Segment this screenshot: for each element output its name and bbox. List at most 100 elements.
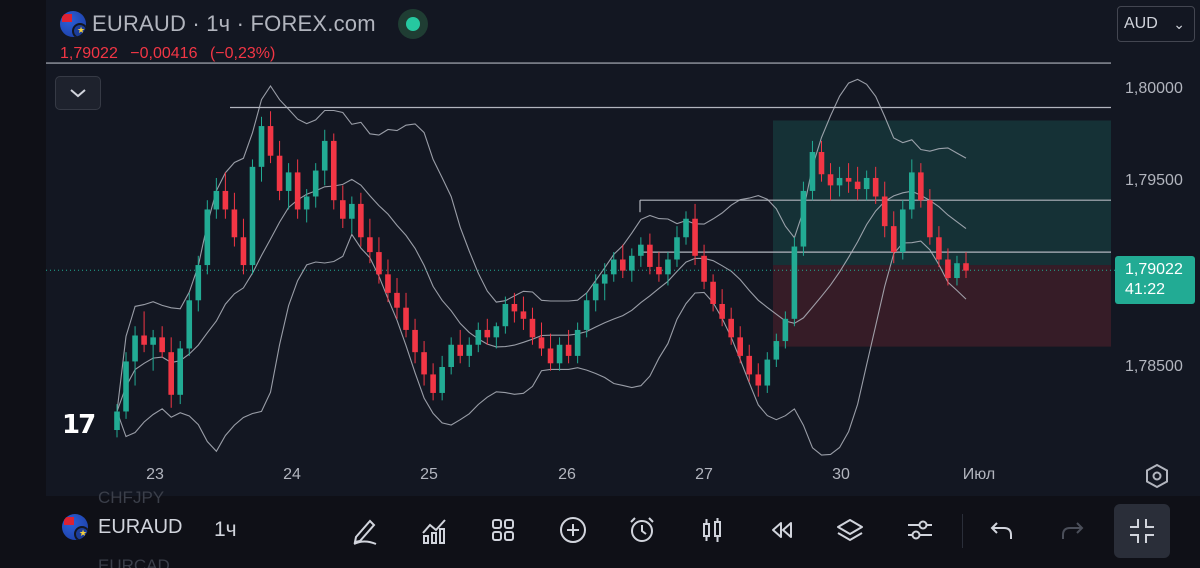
chart-type-button[interactable] [694, 512, 730, 548]
exit-fullscreen-button[interactable] [1114, 504, 1170, 558]
candle-body [132, 335, 138, 362]
candle-body [574, 329, 581, 356]
candle-body [629, 255, 635, 271]
candle-body [854, 181, 861, 190]
currency-select[interactable]: AUD ⌄ [1117, 6, 1195, 42]
take-profit-zone [773, 120, 1111, 266]
interval-button[interactable]: 1ч [214, 518, 237, 541]
candle-body [764, 359, 771, 386]
last-price-badge: 1,79022 41:22 [1115, 256, 1195, 304]
candle-body [710, 281, 716, 304]
candle-body [899, 209, 906, 253]
price-tick: 1,79500 [1125, 172, 1183, 189]
alert-button[interactable] [624, 512, 660, 548]
candle-body [502, 303, 509, 327]
candle-body [954, 263, 960, 279]
candle-body [249, 166, 256, 266]
pencil-icon [353, 519, 377, 545]
position-tool[interactable] [773, 120, 1111, 347]
redo-button[interactable] [1054, 512, 1090, 548]
symbol-title[interactable]: EURAUD · 1ч · FOREX.com [92, 11, 376, 36]
tradingview-logo[interactable]: 17 [62, 410, 96, 440]
undo-button[interactable] [984, 512, 1020, 548]
price-change-line: 1,79022 −0,00416 (−0,23%) [60, 45, 283, 63]
chart-canvas[interactable] [0, 0, 1200, 496]
candle-body [367, 237, 373, 253]
layouts-button[interactable] [485, 512, 521, 548]
candle-body [159, 337, 165, 353]
ghost-symbol-above: CHFJPY [98, 488, 165, 507]
candle-body [385, 274, 391, 293]
chevron-down-icon: ⌄ [1173, 16, 1185, 32]
settings-sliders-icon [908, 520, 932, 540]
logo-text: 17 [62, 410, 96, 440]
candle-body [583, 300, 590, 330]
price-tick: 1,80000 [1125, 80, 1183, 97]
candle-body [863, 177, 870, 190]
candle-body [150, 337, 156, 345]
market-open-icon[interactable] [397, 9, 428, 39]
replay-button[interactable] [763, 512, 799, 548]
candle-body [918, 172, 924, 201]
candle-body [177, 348, 184, 395]
add-button[interactable] [555, 512, 591, 548]
candle-body [222, 190, 229, 210]
candle-body [701, 255, 707, 282]
settings-button[interactable] [902, 512, 938, 548]
ghost-symbol-below: EURCAD [98, 556, 170, 568]
layers-button[interactable] [832, 512, 868, 548]
candle-body [638, 244, 644, 256]
candle-body [592, 283, 599, 301]
symbol-search-button[interactable]: EURAUD [62, 514, 182, 540]
chart-header[interactable]: EURAUD · 1ч · FOREX.com [60, 9, 428, 39]
time-tick: 27 [695, 466, 713, 483]
alarm-icon [630, 517, 654, 542]
candle-body [538, 337, 545, 349]
candle-body [845, 177, 852, 182]
indicators-button[interactable] [416, 512, 452, 548]
drawing-tools-button[interactable] [347, 512, 383, 548]
candle-body [511, 303, 518, 312]
candle-body [231, 209, 238, 238]
price-change-pct: (−0,23%) [209, 45, 276, 62]
candle-body [484, 329, 491, 338]
euraud-flag-icon [60, 11, 86, 37]
candle-body [728, 318, 734, 338]
candle-body [872, 177, 879, 197]
candle-body [520, 311, 527, 319]
candle-body [963, 263, 969, 271]
candle-body [719, 303, 725, 319]
redo-icon [1062, 522, 1084, 539]
candle-body [276, 155, 283, 191]
candle-body [601, 274, 608, 284]
candle-body [945, 259, 951, 279]
candle-body [339, 200, 346, 219]
candle-body [836, 177, 843, 186]
candle-body [421, 352, 427, 375]
candle-body [737, 337, 744, 356]
candle-body [565, 344, 572, 356]
candle-body [358, 203, 364, 238]
chart-settings-button[interactable] [1143, 462, 1171, 490]
candle-body [439, 367, 445, 393]
candle-body [692, 218, 698, 256]
candle-body [123, 361, 129, 412]
bollinger-lower-line [116, 233, 967, 456]
bottom-toolbar: CHFJPY EURCAD EURAUD 1ч [0, 488, 1200, 568]
candle-body [213, 190, 220, 210]
time-tick: 30 [832, 466, 850, 483]
legend-toggle-button[interactable] [55, 76, 101, 110]
candle-body [927, 200, 933, 238]
candle-body [394, 292, 400, 308]
candle-body [448, 344, 454, 367]
candle-body [890, 226, 897, 253]
candle-body [656, 266, 662, 275]
candle-body [782, 318, 789, 342]
candle-body [475, 329, 482, 345]
bollinger-upper-line [116, 78, 967, 412]
candle-body [647, 244, 653, 267]
candle-body [773, 341, 780, 360]
candle-body [376, 252, 382, 275]
candle-body [204, 209, 211, 266]
time-tick: 24 [283, 466, 301, 483]
